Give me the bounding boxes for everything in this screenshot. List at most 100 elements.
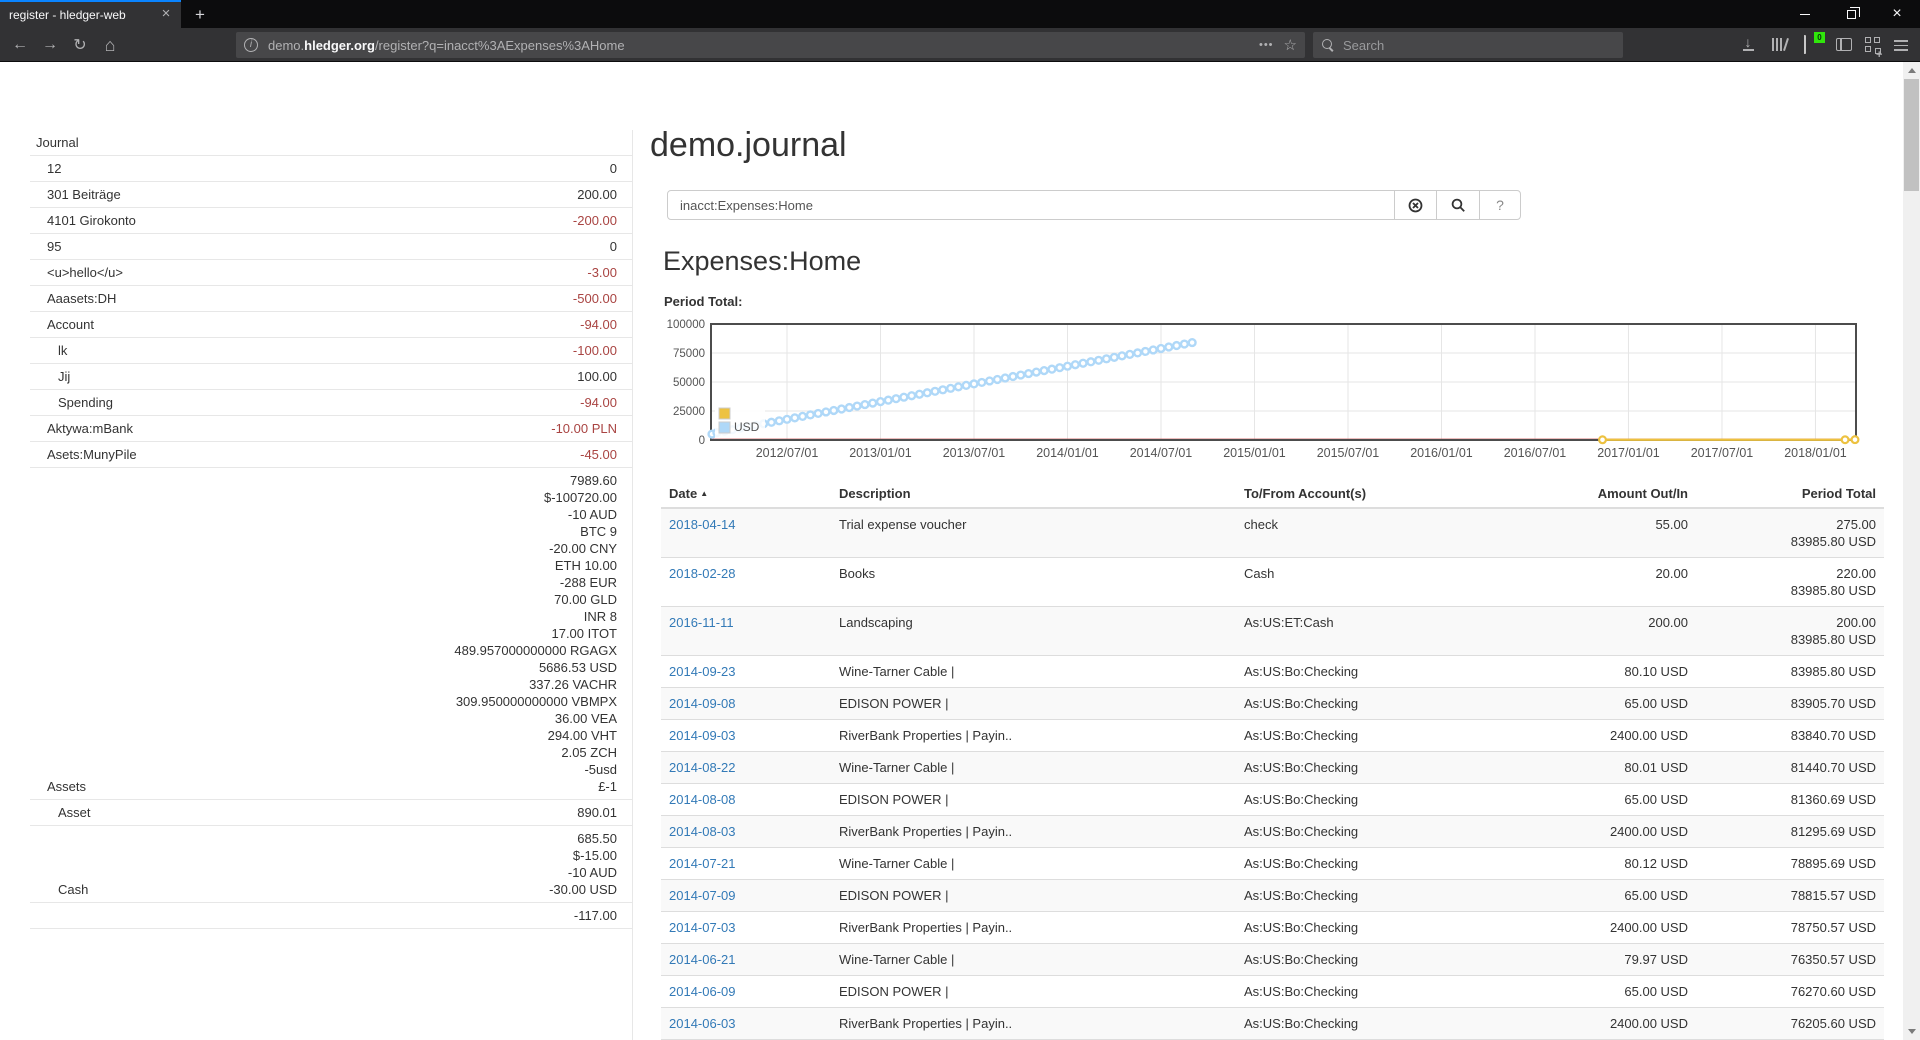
svg-text:50000: 50000 [673, 377, 705, 389]
sidebar-account-link[interactable]: 301 Beiträge [47, 187, 121, 202]
transaction-date-link[interactable]: 2014-07-21 [669, 856, 736, 871]
url-domain: hledger.org [304, 37, 375, 53]
browser-search-box[interactable]: Search [1313, 32, 1623, 58]
browser-tab[interactable]: register - hledger-web × [0, 0, 181, 28]
search-button[interactable] [1436, 190, 1480, 220]
restore-button[interactable] [1828, 0, 1874, 28]
transaction-date-link[interactable]: 2014-09-03 [669, 728, 736, 743]
transaction-date-link[interactable]: 2014-06-09 [669, 984, 736, 999]
transaction-amount: 80.10 USD [1566, 655, 1696, 688]
downloads-button[interactable]: ↓ [1742, 34, 1754, 51]
page-actions-icon[interactable]: ••• [1258, 39, 1274, 51]
extension-badge: 0 [1814, 32, 1825, 43]
bookmark-star-icon[interactable]: ☆ [1283, 37, 1297, 54]
scroll-down-arrow[interactable] [1903, 1023, 1920, 1040]
sidebar-account-link[interactable]: 95 [47, 239, 62, 254]
sidebar-account-link[interactable]: Assets [47, 779, 87, 794]
sidebar-account-link[interactable]: Aaasets:DH [47, 291, 117, 306]
transaction-amount: 65.00 USD [1566, 783, 1696, 816]
sidebar-account-link[interactable]: 4101 Girokonto [47, 213, 136, 228]
back-button[interactable]: ← [12, 36, 28, 53]
transaction-description: RiverBank Properties | Payin.. [831, 719, 1236, 752]
query-input[interactable] [667, 190, 1395, 220]
column-header-description: Description [831, 480, 1236, 509]
transaction-description: Books [831, 557, 1236, 607]
extension-icon[interactable]: 0 [1804, 32, 1825, 54]
transaction-date-link[interactable]: 2014-06-03 [669, 1016, 736, 1031]
transaction-account: As:US:Bo:Checking [1236, 847, 1566, 880]
transaction-date-link[interactable]: 2014-07-03 [669, 920, 736, 935]
browser-titlebar: register - hledger-web × + × [0, 0, 1920, 28]
sidebar-account-balance: -100.00 [572, 343, 617, 358]
sidebar-account-balance: -45.00 [580, 447, 617, 462]
transaction-date-link[interactable]: 2014-09-08 [669, 696, 736, 711]
table-row: 2014-09-08 EDISON POWER | As:US:Bo:Checkin… [661, 687, 1884, 720]
transaction-account: As:US:Bo:Checking [1236, 975, 1566, 1008]
sidebars-button[interactable] [1836, 38, 1852, 51]
column-header-date[interactable]: Date ▲ [661, 480, 831, 509]
transaction-account: As:US:Bo:Checking [1236, 719, 1566, 752]
transaction-amount: 80.12 USD [1566, 847, 1696, 880]
period-total-amount: 83985.80 USD [1696, 655, 1884, 688]
sidebar-account-link[interactable]: Jij [58, 369, 71, 384]
sidebar-account-link[interactable]: 12 [47, 161, 62, 176]
svg-text:2015/07/01: 2015/07/01 [1317, 446, 1380, 460]
register-table: Date ▲ Description To/From Account(s) Amo… [661, 480, 1884, 1040]
new-tab-button[interactable]: + [195, 5, 205, 24]
library-icon[interactable] [1772, 38, 1789, 51]
sidebar-account-row: Asset 890.01 [30, 800, 632, 826]
transaction-description: Trial expense voucher [831, 507, 1236, 558]
home-button[interactable]: ⌂ [104, 34, 116, 55]
forward-button[interactable]: → [42, 36, 58, 53]
transaction-date-link[interactable]: 2014-08-08 [669, 792, 736, 807]
transaction-date-link[interactable]: 2014-09-23 [669, 664, 736, 679]
transaction-date-link[interactable]: 2018-04-14 [669, 517, 736, 532]
site-info-icon[interactable]: i [244, 38, 258, 52]
sidebar-account-row: Assets 7989.60 $-100720.00 -10 AUD BTC 9 -20.… [30, 468, 632, 800]
transaction-date-link[interactable]: 2016-11-11 [669, 615, 734, 630]
transaction-description: Wine-Tarner Cable | [831, 751, 1236, 784]
transaction-description: RiverBank Properties | Payin.. [831, 1007, 1236, 1040]
sidebar-account-link[interactable]: Spending [58, 395, 113, 410]
tab-close-icon[interactable]: × [161, 5, 171, 22]
table-row: 2014-06-09 EDISON POWER | As:US:Bo:Checkin… [661, 975, 1884, 1008]
sidebar-account-link[interactable]: Cash [58, 882, 89, 897]
minimize-button[interactable] [1782, 0, 1828, 28]
transaction-date-link[interactable]: 2014-08-22 [669, 760, 736, 775]
scroll-up-arrow[interactable] [1903, 62, 1920, 79]
transaction-account: As:US:Bo:Checking [1236, 751, 1566, 784]
help-button[interactable]: ? [1479, 190, 1521, 220]
transaction-account: check [1236, 507, 1566, 558]
sidebar-account-link[interactable]: Journal [36, 135, 79, 150]
sidebar-account-link[interactable]: lk [58, 343, 68, 358]
transaction-date-link[interactable]: 2014-06-21 [669, 952, 736, 967]
transaction-description: EDISON POWER | [831, 975, 1236, 1008]
reload-button[interactable]: ↻ [73, 37, 87, 54]
transaction-date-link[interactable]: 2014-07-09 [669, 888, 736, 903]
vertical-scrollbar[interactable] [1903, 62, 1920, 1040]
sidebar-account-row: Aktywa:mBank -10.00 PLN [30, 416, 632, 442]
transaction-description: Wine-Tarner Cable | [831, 847, 1236, 880]
menu-button[interactable] [1894, 40, 1908, 54]
period-total-amount: 275.00 83985.80 USD [1696, 507, 1884, 558]
scrollbar-thumb[interactable] [1904, 79, 1919, 191]
sidebar-account-link[interactable]: <u>hello</u> [47, 265, 123, 280]
url-bar[interactable]: i demo.hledger.org/register?q=inacct%3AE… [236, 32, 1305, 58]
apps-grid-button[interactable]: + [1865, 37, 1882, 61]
period-total-amount: 81440.70 USD [1696, 751, 1884, 784]
transaction-amount: 80.01 USD [1566, 751, 1696, 784]
sidebar-account-link[interactable]: Aktywa:mBank [47, 421, 133, 436]
transaction-account: As:US:Bo:Checking [1236, 1007, 1566, 1040]
sidebar-account-link[interactable]: Asset [58, 805, 91, 820]
sidebar-account-row: lk -100.00 [30, 338, 632, 364]
close-button[interactable]: × [1892, 5, 1902, 22]
browser-navbar: ← → ↻ ⌂ i demo.hledger.org/register?q=in… [0, 28, 1920, 62]
sidebar-account-link[interactable]: Asets:MunyPile [47, 447, 137, 462]
transaction-account: As:US:Bo:Checking [1236, 815, 1566, 848]
transaction-date-link[interactable]: 2018-02-28 [669, 566, 736, 581]
clear-query-button[interactable] [1394, 190, 1437, 220]
url-text[interactable]: demo.hledger.org/register?q=inacct%3AExp… [268, 38, 1259, 53]
sidebar-account-link[interactable]: Account [47, 317, 94, 332]
transaction-date-link[interactable]: 2014-08-03 [669, 824, 736, 839]
svg-text:2017/01/01: 2017/01/01 [1597, 446, 1660, 460]
